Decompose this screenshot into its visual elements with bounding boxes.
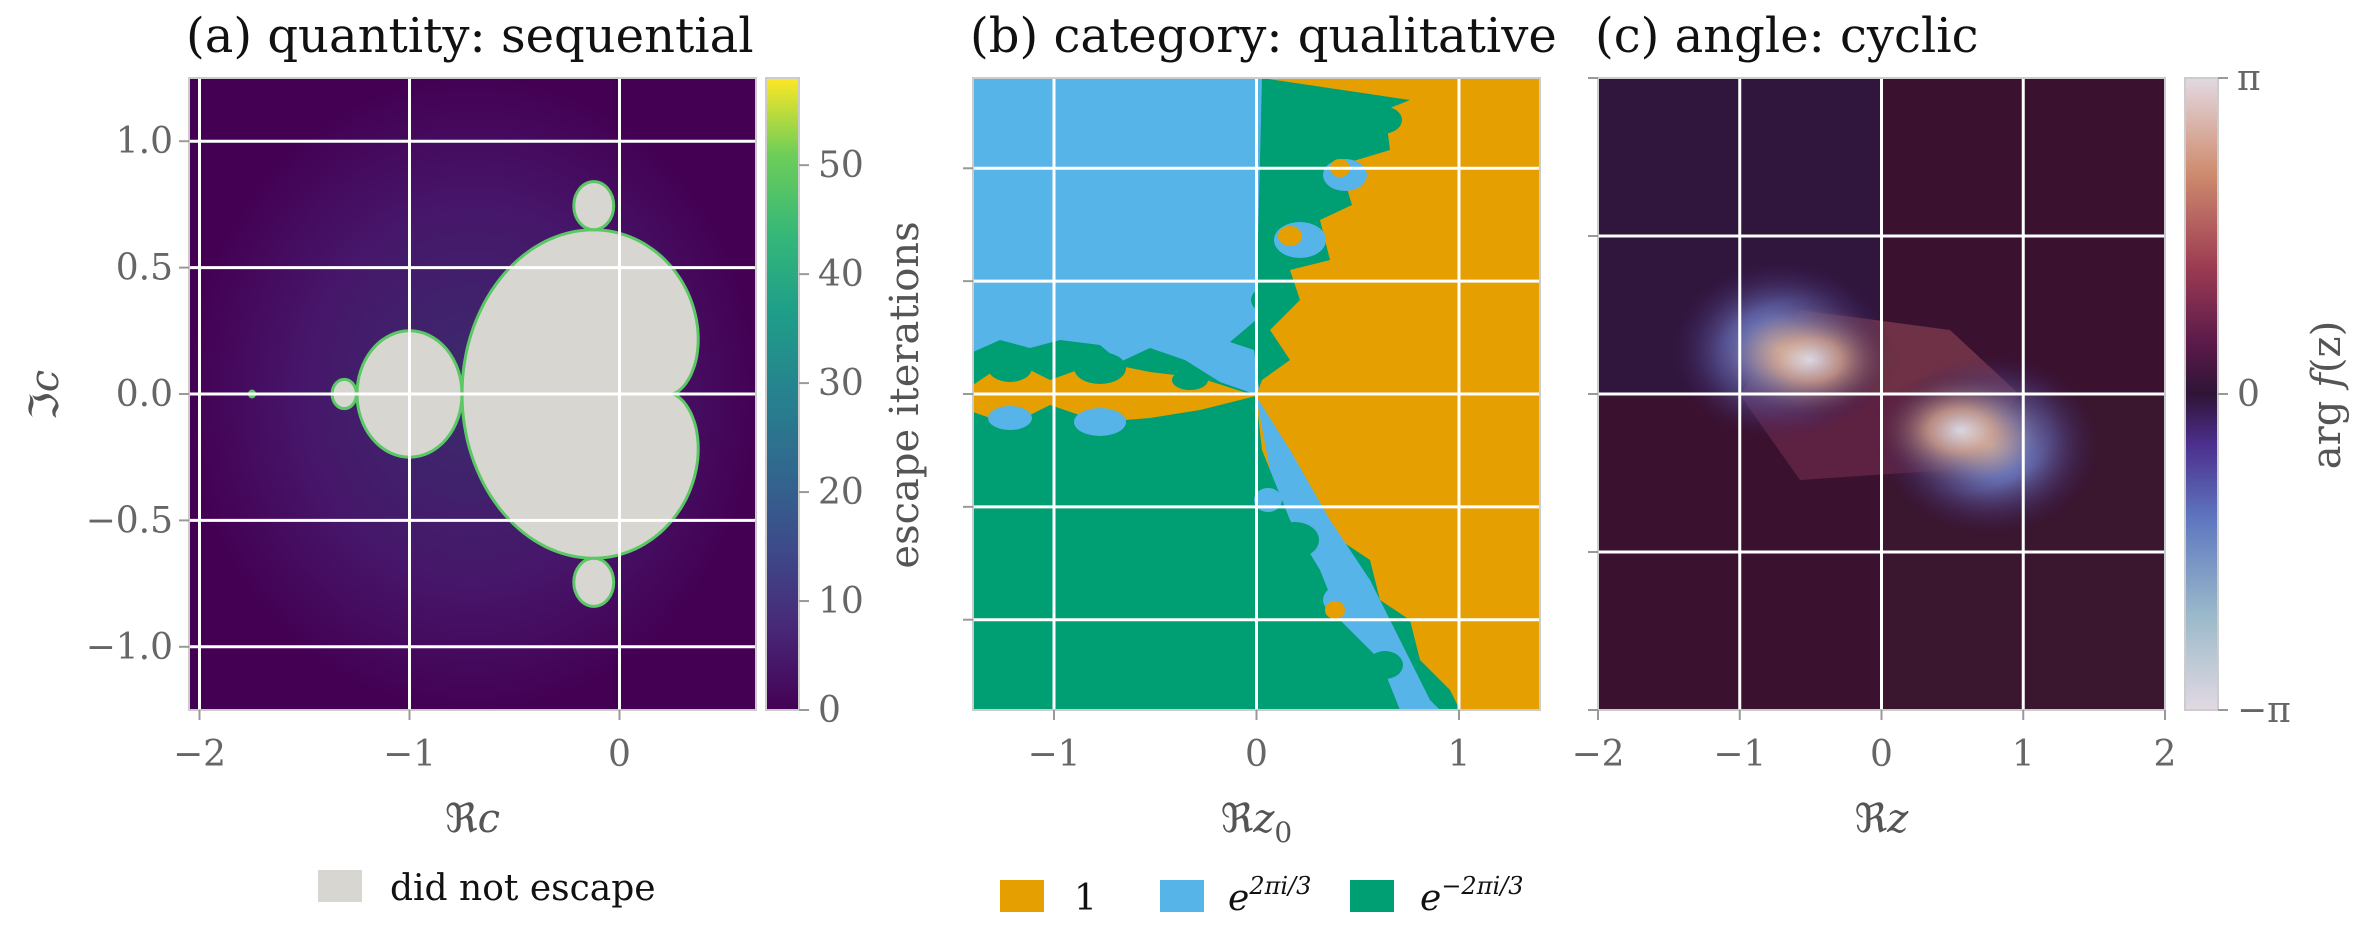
panel-a-xlabel: ℜc	[445, 796, 500, 842]
x-tick-label: −2	[1571, 734, 1624, 775]
colorbar-a	[766, 78, 799, 710]
legend-b2-swatch	[1160, 880, 1204, 912]
x-tick-label: −1	[383, 734, 436, 775]
panel-b-title: (b) category: qualitative	[970, 8, 1557, 64]
x-tick-label: −2	[173, 734, 226, 775]
colorbar-a-ticks: 0 10 20 30 40 50	[799, 145, 864, 731]
phase-plot	[1598, 78, 2165, 710]
y-tick-label: −0.5	[86, 500, 173, 541]
legend-b1-label: 1	[1074, 878, 1097, 919]
colorbar-a-frame	[765, 77, 800, 711]
x-tick-label: 2	[2154, 734, 2177, 775]
legend-b3-swatch	[1350, 880, 1394, 912]
cbar-tick-label: 10	[818, 581, 864, 622]
colorbar-c	[2185, 78, 2218, 710]
cbar-tick-label: 20	[818, 472, 864, 513]
panel-a: (a) quantity: sequential −2 −1 0 −1.0 −0.5 0.…	[22, 8, 928, 909]
y-tick-label: 0.5	[116, 248, 173, 289]
panel-b-ticks: −1 0 1	[963, 167, 1471, 775]
cbar-tick-label: −π	[2237, 690, 2291, 731]
panel-c-title: (c) angle: cyclic	[1595, 8, 1979, 64]
panel-a-title: (a) quantity: sequential	[186, 8, 754, 64]
panel-a-grid	[189, 78, 756, 710]
legend-b3-label: e−2πi/3	[1420, 872, 1524, 919]
cbar-tick-label: 50	[818, 145, 864, 186]
legend-b1-swatch	[1000, 880, 1044, 912]
panel-c: (c) angle: cyclic −2 −1 0 1 2 ℜz −π 0 π arg f(…	[1571, 8, 2350, 842]
colorbar-c-ticks: −π 0 π	[2218, 58, 2291, 731]
basin-blue-lower	[1256, 396, 1440, 710]
cbar-tick-label: 30	[818, 363, 864, 404]
panel-b: (b) category: qualitative	[963, 8, 1557, 919]
x-tick-label: 0	[608, 734, 631, 775]
panel-c-xlabel: ℜz	[1855, 796, 1910, 842]
x-tick-label: 0	[1245, 734, 1268, 775]
panel-b-grid	[973, 78, 1540, 710]
panel-a-ticks: −2 −1 0 −1.0 −0.5 0.0 0.5 1.0	[86, 121, 631, 775]
legend-a-swatch	[318, 870, 362, 902]
y-tick-label: 0.0	[116, 374, 173, 415]
cbar-tick-label: π	[2237, 58, 2261, 99]
legend-b2-label: e2πi/3	[1228, 872, 1311, 919]
colorbar-a-label: escape iterations	[882, 221, 928, 568]
x-tick-label: 1	[2012, 734, 2035, 775]
newton-basins	[973, 78, 1540, 710]
cbar-tick-label: 40	[818, 254, 864, 295]
panel-c-ticks: −2 −1 0 1 2	[1571, 77, 2177, 775]
x-tick-label: −1	[1027, 734, 1080, 775]
cbar-tick-label: 0	[2237, 374, 2260, 415]
mandelbrot-heatmap	[189, 78, 756, 710]
cbar-tick-label: 0	[818, 690, 841, 731]
y-tick-label: 1.0	[116, 121, 173, 162]
colorbar-c-label: arg f(z)	[2304, 321, 2350, 469]
basin-blue-upper	[973, 78, 1262, 396]
y-tick-label: −1.0	[86, 627, 173, 668]
legend-a-label: did not escape	[390, 868, 656, 909]
panel-b-xlabel: ℜz0	[1221, 796, 1292, 849]
panel-a-ylabel: ℑc	[22, 370, 68, 420]
panel-c-grid	[1598, 78, 2165, 710]
x-tick-label: 0	[1870, 734, 1893, 775]
bulb-1	[572, 180, 616, 232]
x-tick-label: −1	[1713, 734, 1766, 775]
bulb-2	[572, 556, 616, 608]
x-tick-label: 1	[1448, 734, 1471, 775]
